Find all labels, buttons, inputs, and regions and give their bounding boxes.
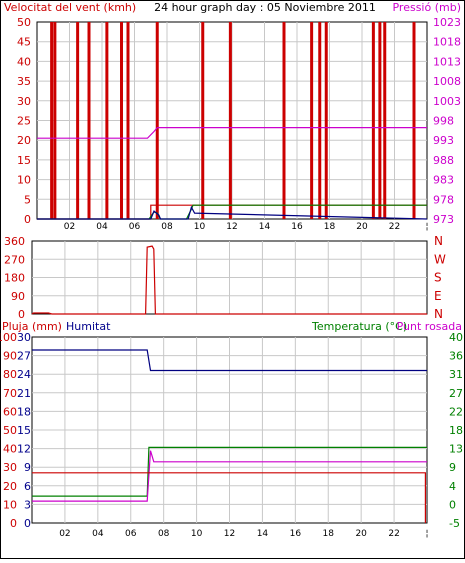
temperature-tick-label: 0	[449, 498, 456, 511]
temperature-tick-label: 13	[449, 443, 463, 456]
hour-tick-label: 14	[257, 529, 269, 539]
pressure-tick-label: 1008	[433, 75, 461, 88]
direction-tick-label: 90	[11, 290, 25, 303]
temperature-tick-label: -5	[449, 517, 460, 530]
rain-tick-label: 0	[10, 517, 17, 530]
temperature-tick-label: 36	[449, 350, 463, 363]
wind-speed-tick-label: 0	[24, 213, 31, 226]
rain-tick-label: 10	[3, 498, 17, 511]
hour-tick-label: 02	[59, 529, 70, 539]
humidity-tick-label: 15	[17, 424, 31, 437]
humidity-tick-label: 21	[17, 387, 31, 400]
compass-letter: N	[434, 307, 443, 321]
hour-tick-label: 08	[161, 222, 173, 232]
hour-tick-label: 16	[291, 222, 303, 232]
humidity-tick-label: 27	[17, 350, 31, 363]
hour-tick-label: 18	[324, 222, 336, 232]
wind-speed-tick-label: 25	[17, 115, 31, 128]
rain-tick-label: 90	[3, 350, 17, 363]
direction-tick-label: 360	[4, 235, 25, 248]
compass-letter: E	[434, 289, 442, 303]
pressure-axis-label: Pressió (mb)	[392, 1, 461, 14]
hour-tick-label: 18	[323, 529, 335, 539]
temperature-tick-label: 4	[449, 480, 456, 493]
humidity-tick-label: 3	[24, 498, 31, 511]
hour-tick-label: 06	[125, 529, 137, 539]
rain-tick-label: 70	[3, 387, 17, 400]
rain-tick-label: 80	[3, 368, 17, 381]
direction-tick-label: 270	[4, 253, 25, 266]
pressure-tick-label: 993	[433, 134, 454, 147]
temperature-tick-label: 22	[449, 405, 463, 418]
hour-tick-label: 14	[259, 222, 271, 232]
hour-tick-label: 20	[355, 529, 367, 539]
wind-speed-axis-label: Velocitat del vent (kmh)	[4, 1, 136, 14]
direction-tick-label: 180	[4, 272, 25, 285]
pressure-tick-label: 1023	[433, 16, 461, 29]
humidity-tick-label: 6	[24, 480, 31, 493]
compass-letter: W	[434, 252, 446, 266]
hour-tick-label: 10	[191, 529, 203, 539]
pressure-tick-label: 983	[433, 174, 454, 187]
hour-tick-label: 22	[389, 222, 400, 232]
pressure-tick-label: 1013	[433, 55, 461, 68]
temperature-axis-label: Temperatura (°C)	[311, 320, 407, 333]
dew-point-axis-label: Punt rosada	[397, 320, 462, 333]
humidity-tick-label: 12	[17, 443, 31, 456]
pressure-tick-label: 1018	[433, 36, 461, 49]
rain-tick-label: 30	[3, 461, 17, 474]
pressure-tick-label: 978	[433, 193, 454, 206]
hour-tick-label: 16	[290, 529, 302, 539]
hour-tick-label: 02	[64, 222, 75, 232]
rain-tick-label: 20	[3, 480, 17, 493]
hour-tick-label: 06	[129, 222, 141, 232]
humidity-tick-label: 9	[24, 461, 31, 474]
hour-tick-label: 12	[224, 529, 235, 539]
compass-letter: S	[434, 271, 442, 285]
pressure-tick-label: 973	[433, 213, 454, 226]
rain-tick-label: 60	[3, 405, 17, 418]
chart-title: 24 hour graph day : 05 Noviembre 2011	[154, 1, 376, 14]
pressure-tick-label: 998	[433, 115, 454, 128]
pressure-tick-label: 1003	[433, 95, 461, 108]
wind-speed-tick-label: 40	[17, 55, 31, 68]
wind-speed-tick-label: 5	[24, 193, 31, 206]
humidity-tick-label: 24	[17, 368, 31, 381]
wind-speed-tick-label: 30	[17, 95, 31, 108]
hour-tick-label: 22	[388, 529, 399, 539]
temperature-tick-label: 9	[449, 461, 456, 474]
compass-letter: N	[434, 234, 443, 248]
wind-speed-tick-label: 45	[17, 36, 31, 49]
hour-tick-label: 04	[92, 529, 104, 539]
x-tick-end-mark: ¦	[425, 529, 428, 539]
humidity-tick-label: 18	[17, 405, 31, 418]
pressure-tick-label: 988	[433, 154, 454, 167]
wind-speed-tick-label: 35	[17, 75, 31, 88]
hour-tick-label: 12	[226, 222, 237, 232]
hour-tick-label: 04	[96, 222, 108, 232]
x-tick-end-mark: ¦	[425, 222, 428, 232]
hour-tick-label: 10	[194, 222, 206, 232]
hour-tick-label: 20	[356, 222, 368, 232]
hour-tick-label: 08	[158, 529, 170, 539]
rain-tick-label: 40	[3, 443, 17, 456]
wind-speed-tick-label: 20	[17, 134, 31, 147]
wind-speed-tick-label: 50	[17, 16, 31, 29]
temperature-tick-label: 27	[449, 387, 463, 400]
temperature-tick-label: 31	[449, 368, 463, 381]
temperature-tick-label: 18	[449, 424, 463, 437]
rain-axis-label: Pluja (mm)	[2, 320, 62, 333]
humidity-tick-label: 0	[24, 517, 31, 530]
rain-tick-label: 50	[3, 424, 17, 437]
humidity-axis-label: Humitat	[66, 320, 111, 333]
wind-speed-tick-label: 15	[17, 154, 31, 167]
wind-speed-tick-label: 10	[17, 174, 31, 187]
